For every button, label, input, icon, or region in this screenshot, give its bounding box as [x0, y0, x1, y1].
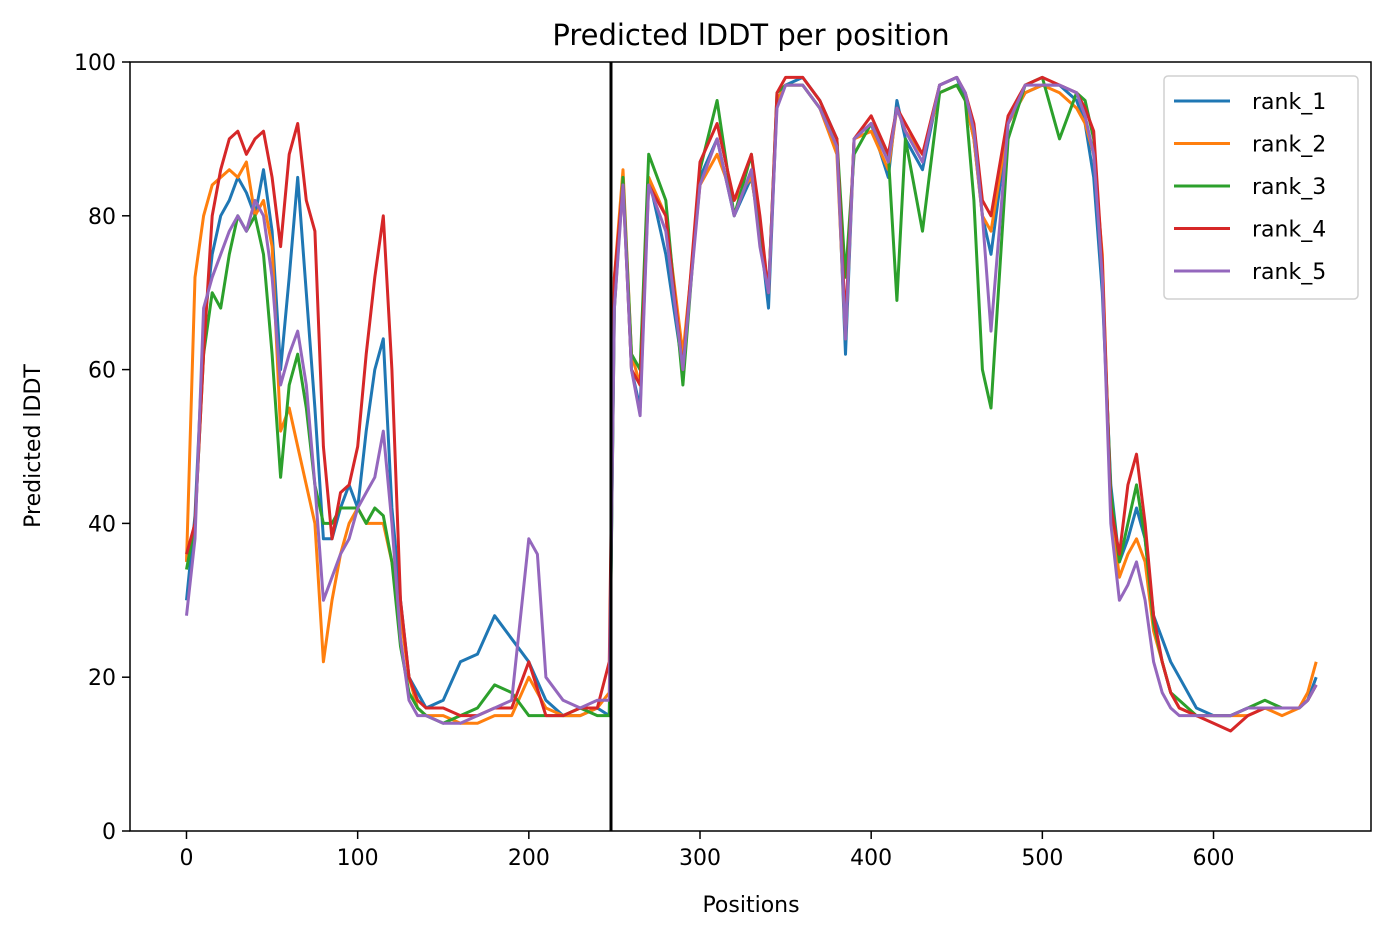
y-tick-label: 40	[88, 512, 116, 537]
legend-label-rank_2: rank_2	[1252, 133, 1326, 158]
y-tick-label: 0	[102, 820, 116, 845]
y-axis-label: Predicted lDDT	[21, 364, 46, 528]
x-tick-label: 100	[337, 846, 379, 871]
legend-label-rank_3: rank_3	[1252, 175, 1326, 200]
series-line-rank_4	[185, 75, 1318, 733]
series-line-rank_5	[185, 75, 1318, 725]
legend-label-rank_4: rank_4	[1252, 218, 1326, 243]
x-tick-label: 300	[679, 846, 721, 871]
y-tick-label: 60	[88, 359, 116, 384]
legend-box	[1163, 75, 1359, 300]
x-tick-label: 600	[1193, 846, 1235, 871]
axes-frame	[129, 61, 1372, 832]
legend: rank_1 rank_2 rank_3 rank_4 rank_5	[1163, 75, 1359, 300]
legend-label-rank_5: rank_5	[1252, 260, 1326, 285]
x-tick-label: 500	[1021, 846, 1063, 871]
series-group	[185, 75, 1318, 733]
y-axis-ticks: 0 20 40 60 80 100	[74, 51, 130, 845]
legend-label-rank_1: rank_1	[1252, 90, 1326, 115]
y-tick-label: 80	[88, 205, 116, 230]
x-axis-label: Positions	[702, 893, 799, 918]
chart-title: Predicted lDDT per position	[552, 18, 949, 52]
series-line-rank_2	[185, 83, 1318, 725]
x-tick-label: 0	[179, 846, 193, 871]
x-axis-ticks: 0 100 200 300 400 500 600	[179, 831, 1235, 871]
x-tick-label: 200	[508, 846, 550, 871]
y-tick-label: 20	[88, 666, 116, 691]
series-line-rank_3	[185, 75, 1318, 725]
x-tick-label: 400	[850, 846, 892, 871]
y-tick-label: 100	[74, 51, 116, 76]
